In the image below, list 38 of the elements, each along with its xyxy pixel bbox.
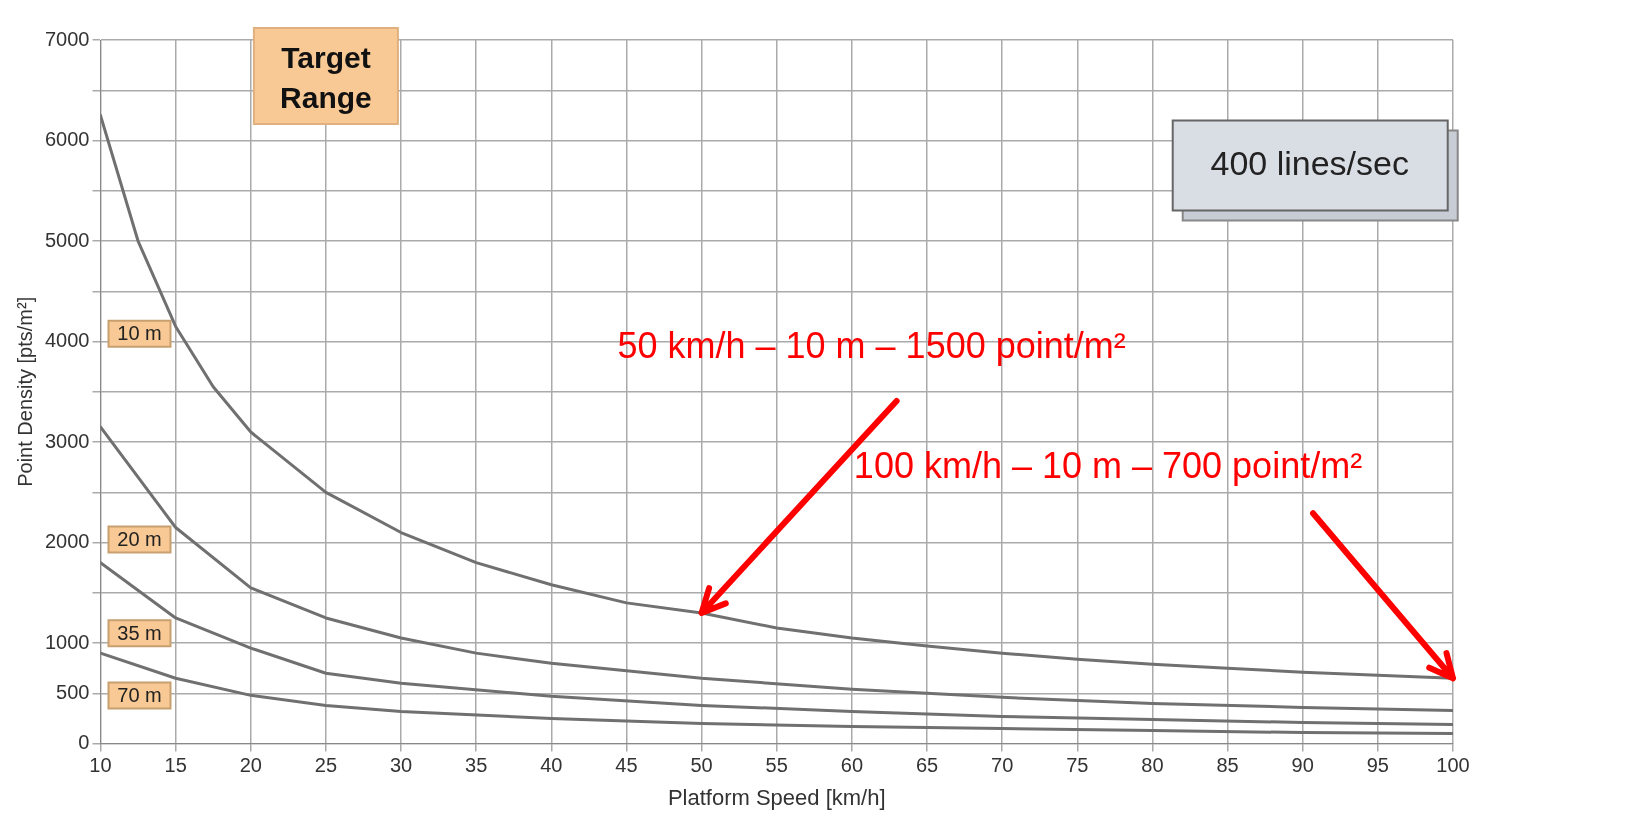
x-tick-label: 75 bbox=[1066, 754, 1089, 777]
x-axis-title: Platform Speed [km/h] bbox=[667, 784, 886, 810]
x-tick-label: 65 bbox=[915, 754, 939, 777]
y-tick-label: 2000 bbox=[44, 530, 90, 553]
y-tick-label: 7000 bbox=[44, 27, 90, 50]
series-label: 10 m bbox=[117, 322, 162, 345]
y-tick-label: 500 bbox=[56, 680, 90, 703]
x-tick-label: 85 bbox=[1216, 754, 1239, 777]
x-tick-label: 40 bbox=[540, 754, 563, 777]
y-tick-label: 0 bbox=[78, 731, 90, 754]
x-tick-label: 35 bbox=[465, 754, 488, 777]
x-tick-label: 30 bbox=[389, 754, 413, 777]
x-tick-label: 95 bbox=[1366, 754, 1389, 777]
x-tick-label: 60 bbox=[840, 754, 864, 777]
x-tick-label: 100 bbox=[1436, 754, 1470, 777]
y-tick-label: 1000 bbox=[44, 630, 90, 653]
x-tick-label: 70 bbox=[991, 754, 1014, 777]
x-tick-label: 25 bbox=[314, 754, 338, 777]
x-tick-label: 50 bbox=[690, 754, 713, 777]
x-tick-label: 55 bbox=[765, 754, 788, 777]
series-label: 20 m bbox=[117, 528, 162, 551]
x-tick-label: 80 bbox=[1141, 754, 1164, 777]
series-label: 70 m bbox=[117, 684, 162, 707]
annotation: 50 km/h – 10 m – 1500 point/m² bbox=[617, 324, 1126, 366]
y-tick-label: 3000 bbox=[44, 429, 90, 452]
x-tick-label: 45 bbox=[615, 754, 638, 777]
annotation: 100 km/h – 10 m – 700 point/m² bbox=[853, 445, 1363, 487]
y-axis-title: Point Density [pts/m²] bbox=[13, 296, 36, 487]
x-tick-label: 20 bbox=[239, 754, 262, 777]
x-tick-label: 15 bbox=[164, 754, 187, 777]
y-tick-label: 6000 bbox=[44, 128, 90, 151]
annotation: 400 lines/sec bbox=[1210, 143, 1409, 182]
series-label: 35 m bbox=[117, 621, 162, 644]
x-tick-label: 90 bbox=[1291, 754, 1314, 777]
x-tick-label: 10 bbox=[89, 754, 112, 777]
y-tick-label: 4000 bbox=[44, 329, 90, 352]
y-tick-label: 5000 bbox=[44, 228, 90, 251]
legend-title: Target Range bbox=[280, 41, 372, 115]
